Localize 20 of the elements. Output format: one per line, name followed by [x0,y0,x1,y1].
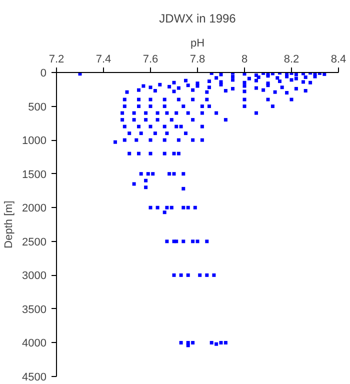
y-tick-label: 3000 [22,270,47,282]
y-tick-label: 2000 [22,202,47,215]
x-tick-label: 7.6 [142,54,158,66]
x-tick-label: 7.8 [190,54,206,66]
y-axis-title: Depth [m] [3,200,16,248]
x-tick-label: 8.4 [330,54,346,66]
y-tick-label: 2500 [22,236,47,248]
chart-title: JDWX in 1996 [159,12,236,26]
x-tick-label: 7.2 [48,54,64,66]
x-axis-title: pH [190,38,205,50]
x-tick-label: 8 [241,54,248,66]
x-tick-label: 7.4 [96,54,112,66]
y-tick-label: 4500 [22,372,47,384]
y-tick-label: 1500 [22,168,47,181]
y-tick-label: 4000 [22,338,47,350]
y-tick-label: 1000 [22,135,47,148]
y-tick-label: 0 [40,68,47,80]
y-tick-label: 500 [28,101,47,114]
y-tick-label: 3500 [22,304,47,316]
x-tick-label: 8.2 [284,54,300,66]
